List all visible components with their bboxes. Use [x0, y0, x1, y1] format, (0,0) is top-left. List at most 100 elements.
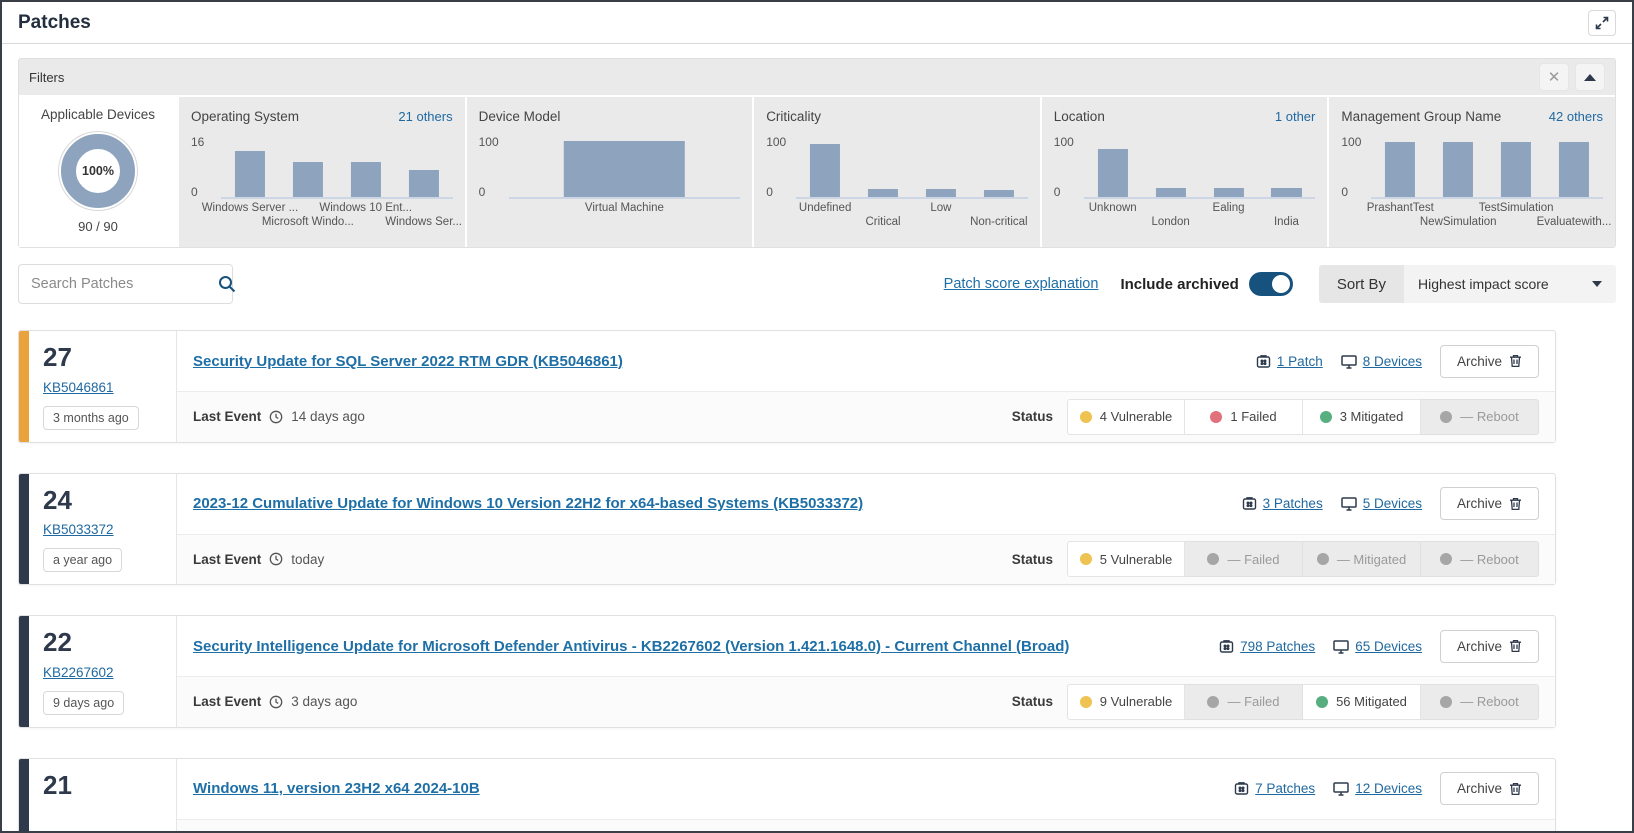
status-segment-failed[interactable]: — Failed: [1185, 541, 1303, 578]
patch-count-link[interactable]: 1 Patch: [1276, 353, 1323, 369]
patch-title-link[interactable]: Security Update for SQL Server 2022 RTM …: [193, 352, 623, 370]
chart-x-label: Undefined: [798, 202, 852, 214]
expand-button[interactable]: [1588, 9, 1616, 36]
archive-button[interactable]: Archive: [1439, 629, 1539, 663]
patch-count-link[interactable]: 798 Patches: [1240, 638, 1316, 654]
patch-title-link[interactable]: Windows 11, version 23H2 x64 2024-10B: [193, 780, 480, 798]
chart-x-label: NewSimulation: [1419, 216, 1497, 228]
status-dot-icon: [1079, 410, 1092, 423]
chart-bar[interactable]: [1271, 188, 1302, 197]
search-box[interactable]: [18, 264, 236, 304]
device-count-link[interactable]: 5 Devices: [1362, 496, 1422, 512]
chart-bar[interactable]: [1385, 142, 1416, 197]
kb-link[interactable]: KB5033372: [43, 522, 114, 538]
chart-bar[interactable]: [925, 188, 956, 197]
sort-by-dropdown[interactable]: Highest impact score: [1404, 265, 1616, 303]
status-segment-reboot[interactable]: — Reboot: [1421, 541, 1539, 578]
chart-bar[interactable]: [234, 150, 265, 197]
archive-button-label: Archive: [1456, 781, 1502, 797]
status-segment-mitigated[interactable]: — Mitigated: [1303, 541, 1421, 578]
patch-score-explanation-link[interactable]: Patch score explanation: [943, 276, 1099, 292]
clock-icon: [269, 410, 283, 424]
chart-bar[interactable]: [1213, 188, 1244, 197]
patch-count-link[interactable]: 7 Patches: [1255, 781, 1316, 797]
filter-panel-criticality: Criticality 100 0 Undefined Critical Low No…: [754, 97, 1040, 247]
kb-link[interactable]: KB5046861: [43, 379, 114, 395]
sort-by-control[interactable]: Sort By Highest impact score: [1318, 265, 1616, 303]
bar-chart-plot: [508, 135, 741, 199]
status-segment-failed[interactable]: — Failed: [1185, 683, 1303, 720]
status-dot-icon: [1440, 695, 1453, 708]
chart-bar[interactable]: [1155, 188, 1186, 197]
chart-bar[interactable]: [983, 190, 1014, 197]
include-archived-toggle[interactable]: [1248, 272, 1293, 296]
status-segment-vulnerable[interactable]: 5 Vulnerable: [1067, 541, 1185, 578]
status-segment-mitigated[interactable]: 3 Mitigated: [1303, 398, 1421, 435]
patch-title-link[interactable]: Security Intelligence Update for Microso…: [193, 637, 1070, 655]
status-segment-vulnerable[interactable]: 9 Vulnerable: [1067, 683, 1185, 720]
others-link[interactable]: 1 other: [1274, 108, 1316, 124]
patch-card: 21 Windows 11, version 23H2 x64 2024-10B: [18, 757, 1556, 831]
chart-x-label: London: [1151, 216, 1190, 228]
device-count-link[interactable]: 12 Devices: [1355, 781, 1422, 797]
kb-link[interactable]: KB2267602: [43, 664, 114, 680]
chart-bar[interactable]: [1443, 142, 1474, 197]
chart-bar[interactable]: [867, 188, 899, 197]
list-toolbar: Patch score explanation Include archived…: [18, 264, 1616, 304]
status-segment-label: — Failed: [1227, 694, 1280, 710]
others-link[interactable]: 42 others: [1548, 108, 1603, 124]
last-event-label: Last Event: [193, 551, 262, 567]
patch-title-link[interactable]: 2023-12 Cumulative Update for Windows 10…: [193, 495, 864, 513]
chart-bar[interactable]: [408, 169, 439, 197]
filters-collapse-button[interactable]: [1575, 63, 1605, 91]
status-segment-label: 5 Vulnerable: [1099, 551, 1173, 567]
status-segment-label: 1 Failed: [1230, 409, 1277, 425]
chevron-down-icon: [1592, 281, 1602, 287]
sort-by-label: Sort By: [1318, 265, 1404, 303]
archive-button[interactable]: Archive: [1439, 772, 1539, 806]
status-segment-mitigated[interactable]: 56 Mitigated: [1303, 683, 1421, 720]
status-dot-icon: [1319, 410, 1332, 423]
chart-bar[interactable]: [350, 162, 381, 197]
chart-x-label: Non-critical: [970, 216, 1028, 228]
chart-bar[interactable]: [564, 141, 685, 197]
search-icon[interactable]: [218, 275, 236, 293]
patch-icon: [1219, 639, 1234, 654]
search-input[interactable]: [31, 276, 218, 292]
patch-card: 22 KB2267602 9 days ago Security Intelli…: [18, 615, 1556, 728]
status-segment-label: 4 Vulnerable: [1099, 409, 1173, 425]
chart-bar[interactable]: [810, 144, 841, 197]
filters-panel: Filters ✕ Applicable Devices 100% 90 / 9…: [18, 58, 1616, 248]
chart-bar[interactable]: [1558, 142, 1590, 197]
others-link[interactable]: 21 others: [398, 108, 453, 124]
chart-bar[interactable]: [1501, 142, 1532, 197]
filters-clear-button[interactable]: ✕: [1539, 63, 1569, 91]
include-archived-label: Include archived: [1120, 275, 1239, 293]
y-axis-zero-label: 0: [1053, 185, 1061, 199]
status-segment-label: — Failed: [1227, 551, 1280, 567]
status-label: Status: [1011, 694, 1053, 710]
last-event-time: 3 days ago: [291, 694, 358, 710]
x-axis-labels: Virtual Machine: [509, 199, 741, 235]
chart-title: Location: [1053, 108, 1105, 124]
device-count-link[interactable]: 8 Devices: [1362, 353, 1422, 369]
status-segment-vulnerable[interactable]: 4 Vulnerable: [1067, 398, 1185, 435]
chart-x-label: Low: [930, 202, 952, 214]
chevron-up-icon: [1584, 73, 1596, 81]
x-axis-labels: Undefined Critical Low Non-critical: [796, 199, 1028, 235]
status-segment-reboot[interactable]: — Reboot: [1421, 398, 1539, 435]
y-axis-zero-label: 0: [478, 185, 486, 199]
status-segment-reboot[interactable]: — Reboot: [1421, 683, 1539, 720]
archive-button[interactable]: Archive: [1439, 487, 1539, 521]
patch-count-link[interactable]: 3 Patches: [1262, 496, 1323, 512]
chart-title: Criticality: [766, 108, 821, 124]
status-segment-failed[interactable]: 1 Failed: [1185, 398, 1303, 435]
applicable-devices-donut-chart[interactable]: 100%: [61, 134, 135, 208]
device-count-link[interactable]: 65 Devices: [1355, 638, 1422, 654]
archive-button[interactable]: Archive: [1439, 344, 1539, 378]
chart-bar[interactable]: [1097, 148, 1128, 197]
archive-button-label: Archive: [1456, 638, 1502, 654]
trash-icon: [1509, 639, 1522, 653]
chart-bar[interactable]: [292, 162, 323, 197]
patch-card: 24 KB5033372 a year ago 2023-12 Cumulati…: [18, 472, 1556, 586]
